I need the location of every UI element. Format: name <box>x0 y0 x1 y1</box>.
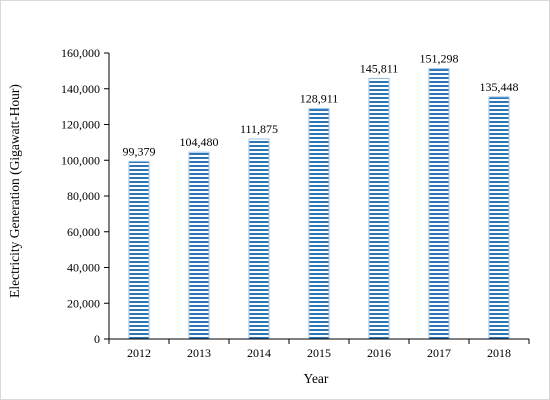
y-tick-label-0: 0 <box>94 332 100 346</box>
x-axis-title: Year <box>304 371 329 386</box>
y-axis-title: Electricity Generation (Gigawatt-Hour) <box>7 84 22 298</box>
data-label-2014: 111,875 <box>240 122 278 136</box>
bar-2016 <box>368 77 390 340</box>
y-tick-label-100000: 100,000 <box>61 153 100 167</box>
bar-2015 <box>308 108 330 340</box>
y-tick-label-20000: 20,000 <box>67 296 100 310</box>
bar-2018 <box>488 96 510 340</box>
labels-layer: 99,379 2012 104,480 2013 111,875 2014 128,911 2… <box>61 46 519 360</box>
y-tick-label-160000: 160,000 <box>61 46 100 60</box>
bar-2014 <box>248 138 270 340</box>
y-tick-label-40000: 40,000 <box>67 261 100 275</box>
data-label-2015: 128,911 <box>300 92 339 106</box>
x-tick-label-2013: 2013 <box>187 346 211 360</box>
data-label-2018: 135,448 <box>480 80 519 94</box>
data-label-2013: 104,480 <box>180 135 219 149</box>
data-label-2016: 145,811 <box>360 61 399 75</box>
bar-2017 <box>428 68 450 340</box>
axes-layer <box>104 52 530 344</box>
bar-2013 <box>188 151 210 340</box>
y-tick-label-120000: 120,000 <box>61 118 100 132</box>
x-tick-label-2012: 2012 <box>127 346 151 360</box>
bars-layer <box>128 68 510 340</box>
data-label-2017: 151,298 <box>420 52 459 66</box>
data-label-2012: 99,379 <box>123 144 156 158</box>
x-tick-label-2016: 2016 <box>367 346 391 360</box>
y-tick-label-140000: 140,000 <box>61 82 100 96</box>
y-tick-label-60000: 60,000 <box>67 225 100 239</box>
x-tick-label-2015: 2015 <box>307 346 331 360</box>
bar-2012 <box>128 160 150 340</box>
y-tick-label-80000: 80,000 <box>67 189 100 203</box>
x-tick-label-2014: 2014 <box>247 346 271 360</box>
x-tick-label-2017: 2017 <box>427 346 451 360</box>
x-tick-label-2018: 2018 <box>487 346 511 360</box>
